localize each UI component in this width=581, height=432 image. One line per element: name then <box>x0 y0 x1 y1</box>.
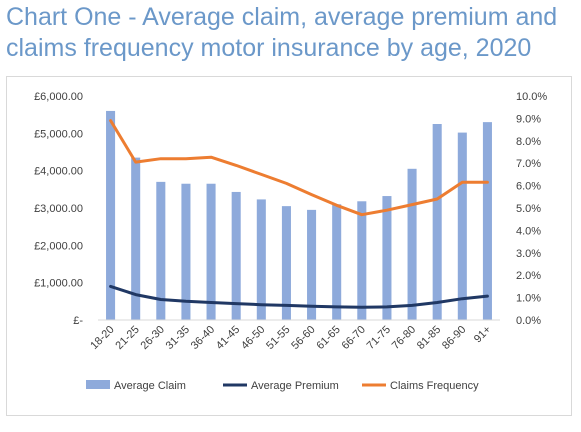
claims-frequency-line <box>109 119 489 217</box>
y-right-tick-label: 0.0% <box>516 315 541 327</box>
legend-label-average-claim: Average Claim <box>114 380 186 392</box>
bar-average-claim <box>181 183 191 320</box>
y-left-tick-label: £3,000.00 <box>34 203 83 215</box>
x-tick-label: 21-25 <box>113 324 141 352</box>
x-tick-label: 91+ <box>472 324 494 346</box>
bar-average-claim <box>482 122 492 320</box>
y-left-tick-label: £5,000.00 <box>34 128 83 140</box>
chart-title: Chart One - Average claim, average premi… <box>6 3 558 62</box>
bar-average-claim <box>281 206 291 320</box>
average-premium-line <box>109 284 489 309</box>
y-right-tick-label: 7.0% <box>516 158 541 170</box>
y-right-tick-label: 10.0% <box>516 91 547 103</box>
bar-average-claim <box>231 191 241 320</box>
y-right-tick-label: 5.0% <box>516 203 541 215</box>
y-left-tick-label: £6,000.00 <box>34 91 83 103</box>
legend-swatch-average-claim <box>86 380 110 389</box>
bar-average-claim <box>307 209 317 320</box>
x-tick-label: 18-20 <box>88 324 116 352</box>
y-right-tick-label: 4.0% <box>516 225 541 237</box>
y-right-tick-label: 1.0% <box>516 293 541 305</box>
y-right-tick-label: 2.0% <box>516 270 541 282</box>
x-tick-label: 71-75 <box>365 324 393 352</box>
x-tick-label: 51-55 <box>264 324 292 352</box>
bar-average-claim <box>432 124 442 320</box>
x-tick-label: 81-85 <box>415 324 443 352</box>
bar-average-claim <box>407 168 417 320</box>
y-left-tick-label: £2,000.00 <box>34 240 83 252</box>
x-tick-label: 86-90 <box>440 324 468 352</box>
y-right-tick-label: 6.0% <box>516 181 541 193</box>
y-right-tick-label: 8.0% <box>516 136 541 148</box>
x-tick-label: 66-70 <box>340 324 368 352</box>
y-right-tick-label: 3.0% <box>516 248 541 260</box>
bar-average-claim <box>457 132 467 320</box>
bar-average-claim <box>131 157 141 320</box>
legend-label-claims-frequency: Claims Frequency <box>390 380 479 392</box>
legend-label-average-premium: Average Premium <box>251 380 339 392</box>
y-left-tick-label: £1,000.00 <box>34 278 83 290</box>
x-tick-label: 31-35 <box>164 324 192 352</box>
x-tick-label: 61-65 <box>314 324 342 352</box>
y-left-tick-label: £4,000.00 <box>34 166 83 178</box>
y-left-tick-label: £- <box>73 315 83 327</box>
x-tick-label: 46-50 <box>239 324 267 352</box>
y-right-tick-label: 9.0% <box>516 113 541 125</box>
bar-average-claim <box>156 181 166 320</box>
bar-average-claim <box>357 201 367 320</box>
bar-average-claim <box>332 204 342 320</box>
bar-average-claim <box>206 183 216 320</box>
bar-average-claim <box>106 110 116 320</box>
x-tick-label: 76-80 <box>390 324 418 352</box>
x-tick-label: 26-30 <box>139 324 167 352</box>
x-tick-label: 36-40 <box>189 324 217 352</box>
x-tick-label: 41-45 <box>214 324 242 352</box>
x-tick-label: 56-60 <box>289 324 317 352</box>
bar-average-claim <box>382 196 392 320</box>
bar-average-claim <box>256 199 266 320</box>
